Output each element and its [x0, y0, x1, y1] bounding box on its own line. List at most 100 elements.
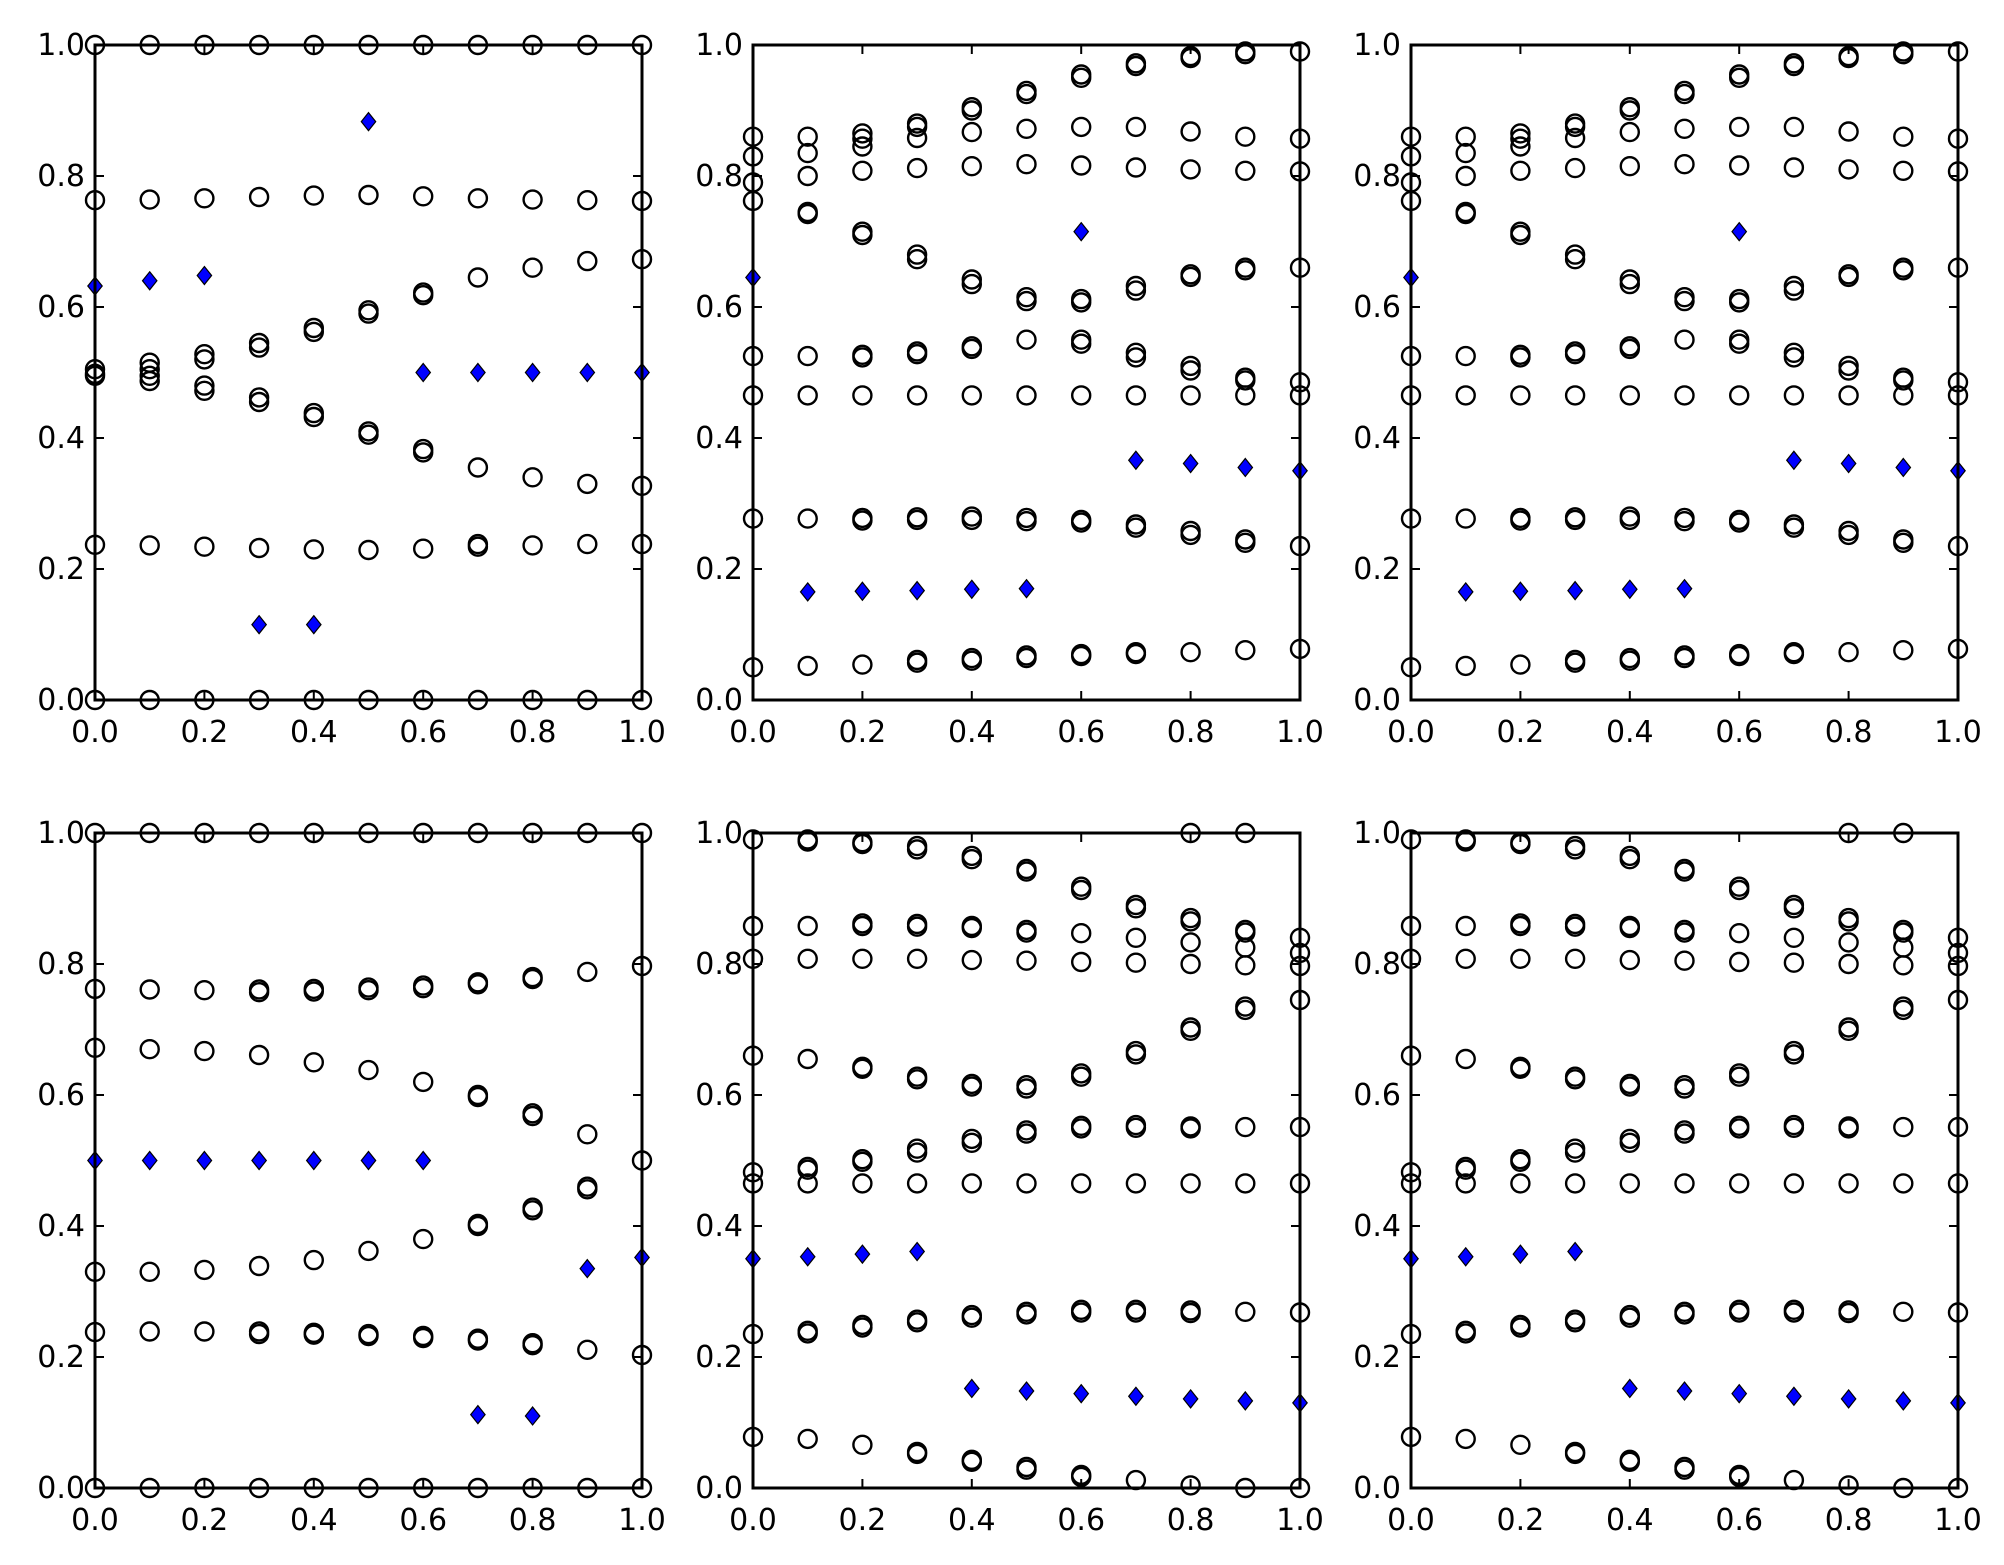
- circle-point: [1838, 524, 1859, 546]
- diamond-point: [469, 362, 486, 383]
- circle-point: [1893, 955, 1914, 976]
- x-tick-label: 0.4: [948, 1503, 996, 1538]
- circle-point: [1838, 953, 1859, 975]
- circle-point: [1070, 67, 1092, 89]
- circle-point: [467, 457, 489, 478]
- circle-point: [577, 473, 598, 495]
- circle-point: [1455, 655, 1476, 677]
- circle-point: [1180, 1118, 1201, 1139]
- circle-point: [1838, 642, 1859, 663]
- circle-point: [1564, 157, 1586, 179]
- x-tick-label: 0.2: [181, 1503, 229, 1538]
- axes-frame: [1409, 43, 1960, 702]
- circle-point: [1783, 157, 1805, 178]
- circle-point: [1455, 1428, 1476, 1450]
- axes-frame: [751, 43, 1302, 702]
- circle-point: [1455, 1159, 1476, 1180]
- circle-point: [1070, 292, 1092, 313]
- circle-point: [1455, 165, 1476, 187]
- circle-point: [1125, 385, 1147, 406]
- circle-point: [1455, 508, 1476, 529]
- circle-point: [1070, 155, 1092, 176]
- circle-point: [961, 338, 982, 360]
- circle-point: [1674, 290, 1695, 312]
- circle-point: [577, 250, 598, 272]
- diamond-point: [360, 1150, 377, 1171]
- circle-point: [961, 1132, 982, 1154]
- circle-point: [1235, 160, 1256, 182]
- circle-point: [413, 1071, 434, 1093]
- circle-point: [303, 185, 324, 206]
- circle-point: [906, 839, 928, 860]
- circle-point: [1783, 280, 1805, 301]
- x-tick-label: 0.8: [509, 1503, 557, 1538]
- circle-point: [1510, 1058, 1531, 1080]
- circle-point: [577, 189, 598, 211]
- circle-point: [1125, 642, 1147, 663]
- diamond-point: [1018, 578, 1035, 599]
- circle-point: [1510, 1173, 1531, 1194]
- circle-point: [522, 1334, 543, 1356]
- circle-point: [1674, 118, 1695, 140]
- circle-point: [1674, 645, 1695, 666]
- circle-point: [1893, 370, 1914, 391]
- circle-point: [1016, 118, 1037, 140]
- chart-panel-3: 0.0 0.2 0.4 0.6 0.8 1.0 0.0 0.2 0.4 0.6 0.8 1.0: [1353, 28, 1982, 750]
- circle-point: [961, 273, 982, 295]
- circle-point: [1838, 121, 1859, 142]
- circle-point: [797, 915, 818, 937]
- circle-point: [1180, 524, 1201, 546]
- circle-point: [577, 1339, 598, 1361]
- circle-point: [577, 1179, 598, 1200]
- circle-point: [1070, 643, 1092, 665]
- y-tick-label: 1.0: [695, 816, 743, 851]
- circle-point: [1728, 643, 1750, 665]
- chart-panel-6: 0.0 0.2 0.4 0.6 0.8 1.0 0.0 0.2 0.4 0.6 0.8 1.0: [1353, 816, 1982, 1538]
- circle-point: [1180, 1302, 1201, 1324]
- y-tick-label: 0.8: [695, 947, 743, 982]
- circle-point: [248, 1044, 270, 1066]
- circle-point: [522, 535, 543, 556]
- circle-point: [139, 979, 160, 1000]
- circle-point: [1783, 952, 1805, 973]
- circle-point: [1893, 640, 1914, 661]
- circle-point: [1619, 647, 1641, 669]
- circle-point: [1728, 1066, 1750, 1087]
- circle-point: [906, 1069, 928, 1090]
- circle-point: [139, 1321, 160, 1342]
- circle-point: [1619, 385, 1641, 406]
- circle-point: [1016, 1078, 1037, 1099]
- circle-point: [1564, 249, 1586, 270]
- circle-point: [1783, 55, 1805, 77]
- circle-point: [797, 142, 818, 164]
- circle-point: [1619, 1451, 1641, 1473]
- diamond-point: [1895, 457, 1912, 478]
- x-tick-label: 0.4: [1606, 1503, 1654, 1538]
- circle-point: [577, 1124, 598, 1145]
- diamond-point: [1512, 581, 1529, 602]
- circle-point: [797, 508, 818, 529]
- circle-point: [1235, 922, 1256, 943]
- x-tick-label: 0.8: [1825, 715, 1873, 750]
- y-tick-label: 0.2: [37, 1340, 85, 1375]
- circle-point: [1728, 67, 1750, 89]
- circle-point: [413, 438, 434, 460]
- plot-area: [84, 34, 653, 711]
- circle-point: [1728, 116, 1750, 138]
- y-tick-label: 0.0: [695, 683, 743, 718]
- circle-point: [1893, 922, 1914, 943]
- x-tick-label: 0.0: [1387, 715, 1435, 750]
- circle-point: [797, 203, 818, 225]
- circle-point: [1564, 127, 1586, 149]
- circle-point: [1070, 1066, 1092, 1087]
- circle-point: [1619, 100, 1641, 121]
- circle-point: [961, 509, 982, 531]
- circle-point: [1893, 1116, 1914, 1138]
- circle-point: [1674, 922, 1695, 943]
- circle-point: [194, 1040, 215, 1062]
- circle-point: [906, 948, 928, 969]
- circle-point: [906, 649, 928, 671]
- circle-point: [1180, 1020, 1201, 1042]
- circle-point: [1510, 123, 1531, 144]
- y-tick-label: 0.2: [1353, 552, 1401, 587]
